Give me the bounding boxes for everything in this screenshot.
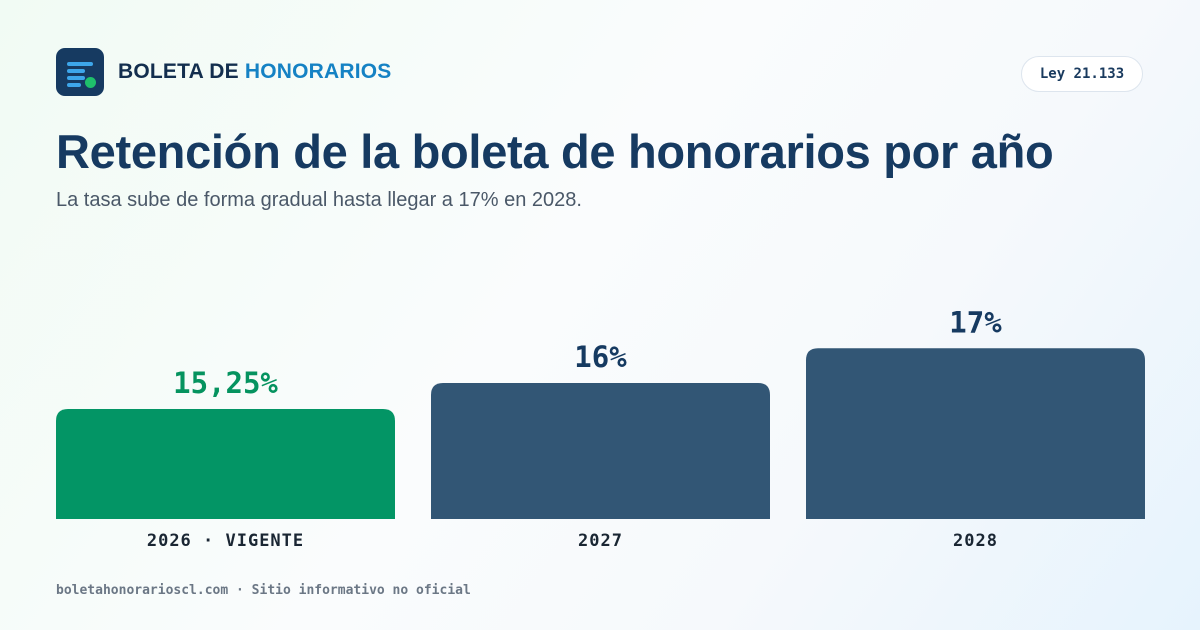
law-badge: Ley 21.133 [1021, 56, 1143, 92]
chart-subtitle: La tasa sube de forma gradual hasta lleg… [56, 189, 582, 211]
category-label-1: 2026 · VIGENTE [147, 531, 304, 551]
footer-note: boletahonorarioscl.com · Sitio informati… [56, 583, 471, 598]
bar-value-label-2: 16% [574, 340, 627, 374]
brand-logo-icon [56, 48, 104, 96]
brand-name[interactable]: BOLETA DE HONORARIOS [118, 60, 392, 84]
brand-prefix: BOLETA DE [118, 60, 239, 83]
chart-title: Retención de la boleta de honorarios por… [56, 125, 1054, 178]
category-label-2: 2027 [578, 531, 623, 551]
bar-2 [431, 382, 770, 519]
bar-value-label-1: 15,25% [173, 366, 278, 400]
bar-3 [806, 348, 1145, 519]
brand-accent: HONORARIOS [244, 60, 392, 83]
bar-1 [56, 409, 395, 519]
bar-value-label-3: 17% [949, 305, 1002, 339]
category-label-3: 2028 [953, 531, 998, 551]
